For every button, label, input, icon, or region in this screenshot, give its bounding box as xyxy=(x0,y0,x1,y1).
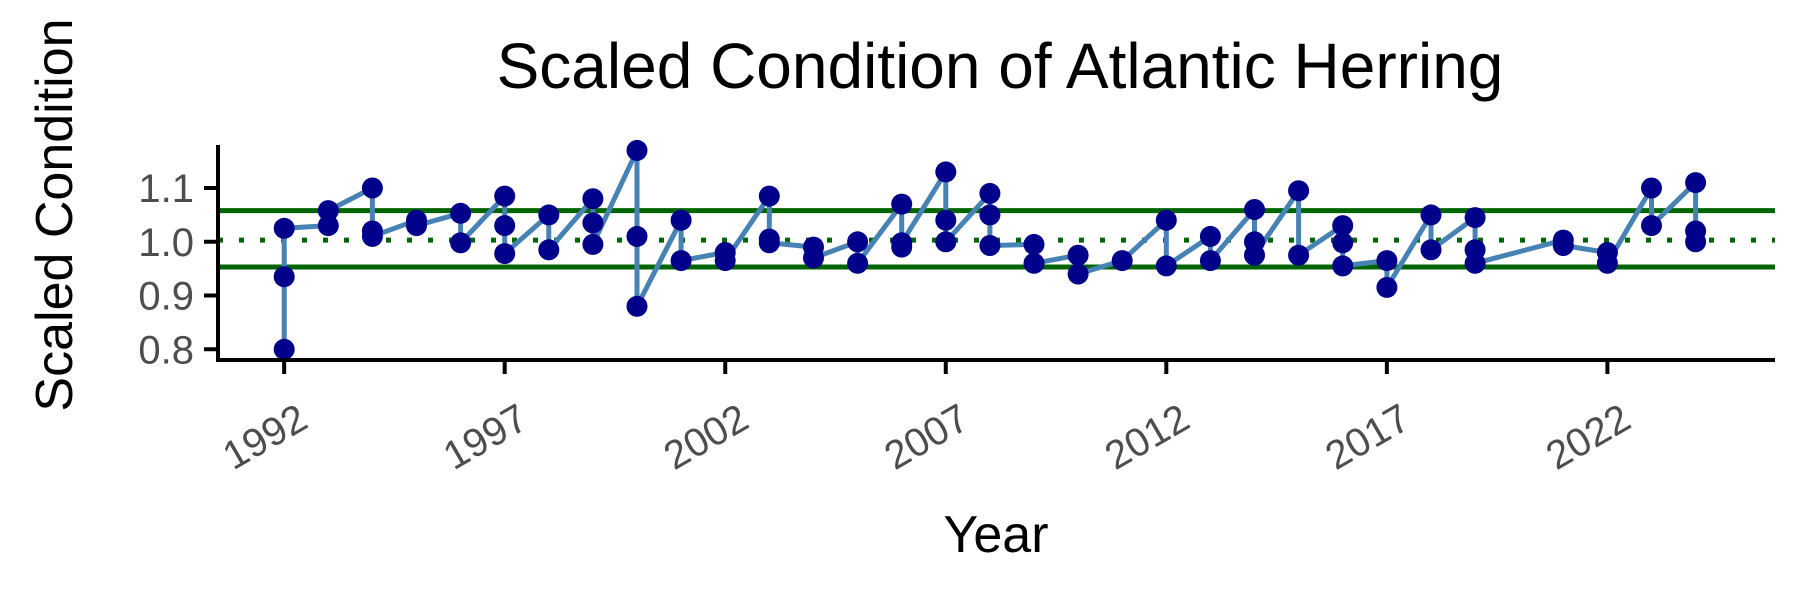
y-axis-ticks: 0.8 0.9 1.0 1.1 xyxy=(138,167,218,372)
x-tick-label: 1997 xyxy=(436,396,535,479)
data-point xyxy=(935,161,957,183)
data-point xyxy=(626,295,648,317)
data-point xyxy=(1376,276,1398,298)
data-point xyxy=(1155,255,1177,277)
data-point xyxy=(670,250,692,272)
data-point xyxy=(538,239,560,261)
series-lines xyxy=(281,147,1699,352)
data-point xyxy=(538,204,560,226)
x-tick-label: 2022 xyxy=(1539,396,1638,479)
y-axis-title: Scaled Condition xyxy=(26,18,84,411)
x-tick-label: 2012 xyxy=(1098,396,1197,479)
data-point xyxy=(1199,250,1221,272)
data-point xyxy=(1199,225,1221,247)
data-point xyxy=(1155,209,1177,231)
data-point xyxy=(582,233,604,255)
y-tick-label: 0.9 xyxy=(138,275,194,319)
data-point xyxy=(670,209,692,231)
data-point xyxy=(1067,263,1089,285)
data-point xyxy=(1464,207,1486,229)
axes xyxy=(216,145,1775,362)
data-point xyxy=(1023,233,1045,255)
data-point xyxy=(1641,177,1662,199)
data-point xyxy=(714,250,736,272)
data-point xyxy=(847,252,869,274)
series-line xyxy=(281,147,1699,352)
data-point xyxy=(1596,252,1618,274)
data-point xyxy=(979,204,1001,226)
data-point xyxy=(582,188,604,210)
data-point xyxy=(494,185,516,207)
data-point xyxy=(1464,252,1486,274)
data-point xyxy=(1288,180,1310,202)
data-point xyxy=(1332,255,1354,277)
data-point xyxy=(758,185,780,207)
data-point xyxy=(1420,204,1442,226)
data-point xyxy=(273,266,295,288)
data-point xyxy=(1685,172,1707,194)
data-point xyxy=(891,232,913,254)
x-axis-ticks: 1992 1997 2002 2007 2012 2017 2022 xyxy=(216,360,1638,479)
x-tick-label: 2002 xyxy=(657,396,756,479)
series-points xyxy=(273,139,1707,360)
data-point xyxy=(803,247,824,269)
data-point xyxy=(1332,232,1354,254)
data-point xyxy=(361,177,383,199)
data-point xyxy=(1552,235,1574,256)
data-point xyxy=(891,193,913,215)
data-point xyxy=(1288,244,1310,266)
chart-title: Scaled Condition of Atlantic Herring xyxy=(497,30,1504,102)
data-point xyxy=(494,243,516,265)
data-point xyxy=(317,215,339,237)
x-tick-label: 2017 xyxy=(1318,396,1417,479)
y-tick-label: 1.0 xyxy=(138,221,194,265)
data-point xyxy=(979,235,1001,256)
data-point xyxy=(626,225,648,247)
data-point xyxy=(361,225,383,247)
data-point xyxy=(273,338,295,360)
data-point xyxy=(758,232,780,254)
y-tick-label: 1.1 xyxy=(138,167,194,211)
data-point xyxy=(935,209,957,231)
data-point xyxy=(1420,239,1442,261)
data-point xyxy=(1111,250,1133,272)
data-point xyxy=(1023,252,1045,274)
data-point xyxy=(1332,215,1354,237)
data-point xyxy=(1244,244,1265,266)
data-point xyxy=(1685,231,1707,253)
data-point xyxy=(317,200,339,222)
data-point xyxy=(1376,250,1398,272)
data-point xyxy=(406,215,427,237)
data-point xyxy=(450,232,472,254)
data-point xyxy=(273,217,295,239)
data-point xyxy=(935,231,957,253)
x-tick-label: 2007 xyxy=(877,396,976,479)
x-axis-title: Year xyxy=(943,506,1048,564)
data-point xyxy=(582,212,604,234)
data-point xyxy=(450,202,472,224)
data-point xyxy=(1641,215,1662,237)
data-point xyxy=(847,231,869,253)
data-point xyxy=(979,182,1001,204)
x-tick-label: 1992 xyxy=(216,396,315,479)
y-tick-label: 0.8 xyxy=(138,328,194,372)
data-point xyxy=(626,139,648,161)
data-point xyxy=(1067,244,1089,266)
data-point xyxy=(494,215,516,237)
data-point xyxy=(1244,199,1265,220)
